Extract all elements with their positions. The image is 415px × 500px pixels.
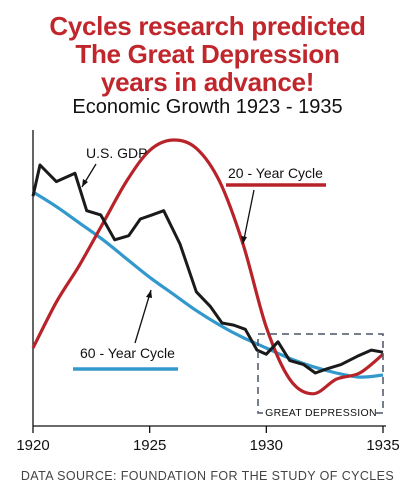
chart-subtitle: Economic Growth 1923 - 1935: [72, 96, 343, 118]
cycle20-label-pointer: [242, 189, 255, 245]
x-tick-label: 1925: [133, 437, 166, 454]
cycle60-label-arrowhead: [146, 290, 152, 298]
x-tick-label: 1935: [366, 437, 399, 454]
series-20-year-cycle: [31, 138, 385, 396]
series-us-gdp: [31, 163, 384, 375]
gdp-label-arrowhead: [82, 179, 88, 187]
cycle60-label-pointer: [134, 289, 152, 344]
gdp-series-label: U.S. GDP: [86, 145, 147, 161]
x-tick-label: 1920: [16, 437, 49, 454]
data-source: DATA SOURCE: FOUNDATION FOR THE STUDY OF…: [20, 469, 395, 483]
headline-line-1: Cycles research predicted: [49, 11, 366, 41]
great-depression-label: GREAT DEPRESSION: [265, 407, 377, 419]
great-depression-box: [257, 333, 384, 414]
cycle60-series-label: 60 - Year Cycle: [80, 345, 175, 361]
great-depression-label-bg: [266, 403, 376, 420]
x-tick-label: 1930: [250, 437, 283, 454]
headline-line-2: The Great Depression: [75, 39, 340, 69]
cycle20-label-arrowhead: [241, 236, 247, 244]
headline-line-3: years in advance!: [100, 67, 315, 97]
cycle20-series-label: 20 - Year Cycle: [228, 165, 323, 181]
